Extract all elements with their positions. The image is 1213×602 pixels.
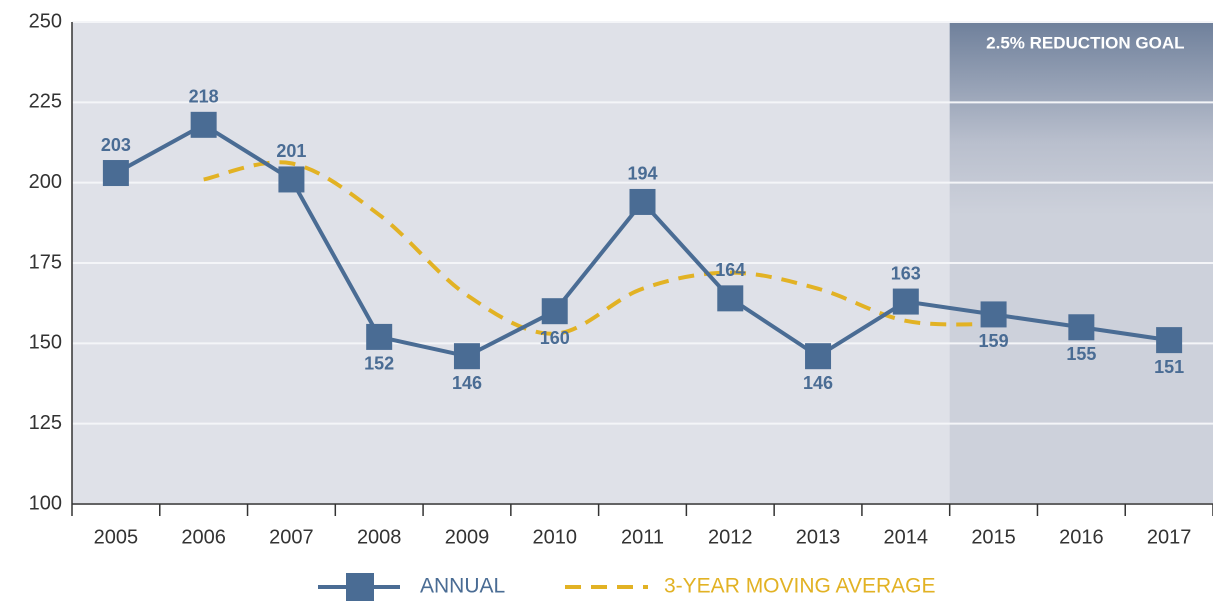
- data-label: 218: [189, 87, 219, 107]
- x-tick-label: 2009: [445, 526, 490, 548]
- data-label: 194: [627, 164, 657, 184]
- y-tick-label: 250: [29, 10, 62, 32]
- x-tick-label: 2010: [532, 526, 577, 548]
- annotation: 2.5% REDUCTION GOAL: [986, 33, 1184, 52]
- x-tick-label: 2008: [357, 526, 402, 548]
- annual-marker: [629, 188, 656, 215]
- y-tick-label: 100: [29, 492, 62, 514]
- legend-label: 3-YEAR MOVING AVERAGE: [664, 575, 936, 598]
- data-label: 164: [715, 260, 745, 280]
- data-label: 146: [803, 373, 833, 393]
- data-label: 160: [540, 328, 570, 348]
- annual-marker: [892, 288, 919, 315]
- y-tick-label: 150: [29, 332, 62, 354]
- annual-marker: [278, 166, 305, 193]
- x-tick-label: 2013: [796, 526, 841, 548]
- annual-marker: [805, 343, 832, 370]
- data-label: 146: [452, 373, 482, 393]
- data-label: 159: [979, 331, 1009, 351]
- annual-marker: [980, 301, 1007, 328]
- data-label: 201: [276, 141, 306, 161]
- annual-marker: [541, 298, 568, 325]
- data-label: 152: [364, 354, 394, 374]
- annual-marker: [453, 343, 480, 370]
- annual-marker: [717, 285, 744, 312]
- annual-marker: [102, 160, 129, 187]
- data-label: 163: [891, 263, 921, 283]
- annual-marker: [1068, 314, 1095, 341]
- y-tick-label: 175: [29, 251, 62, 273]
- x-tick-label: 2012: [708, 526, 753, 548]
- x-tick-label: 2017: [1147, 526, 1192, 548]
- moving-average-line: [203, 160, 994, 336]
- legend-label: ANNUAL: [420, 575, 505, 598]
- x-tick-label: 2006: [181, 526, 226, 548]
- data-label: 155: [1066, 344, 1096, 364]
- legend-marker: [346, 573, 374, 601]
- x-tick-label: 2011: [621, 526, 664, 548]
- y-tick-label: 200: [29, 171, 62, 193]
- x-tick-label: 2014: [884, 526, 929, 548]
- annual-marker: [366, 323, 393, 350]
- x-tick-label: 2007: [269, 526, 314, 548]
- x-tick-label: 2015: [971, 526, 1016, 548]
- annual-marker: [1156, 327, 1183, 354]
- x-tick-label: 2005: [94, 526, 139, 548]
- data-label: 203: [101, 135, 131, 155]
- annual-marker: [190, 111, 217, 138]
- x-tick-label: 2016: [1059, 526, 1104, 548]
- data-label: 151: [1154, 357, 1184, 377]
- y-tick-label: 225: [29, 91, 62, 113]
- y-tick-label: 125: [29, 412, 62, 434]
